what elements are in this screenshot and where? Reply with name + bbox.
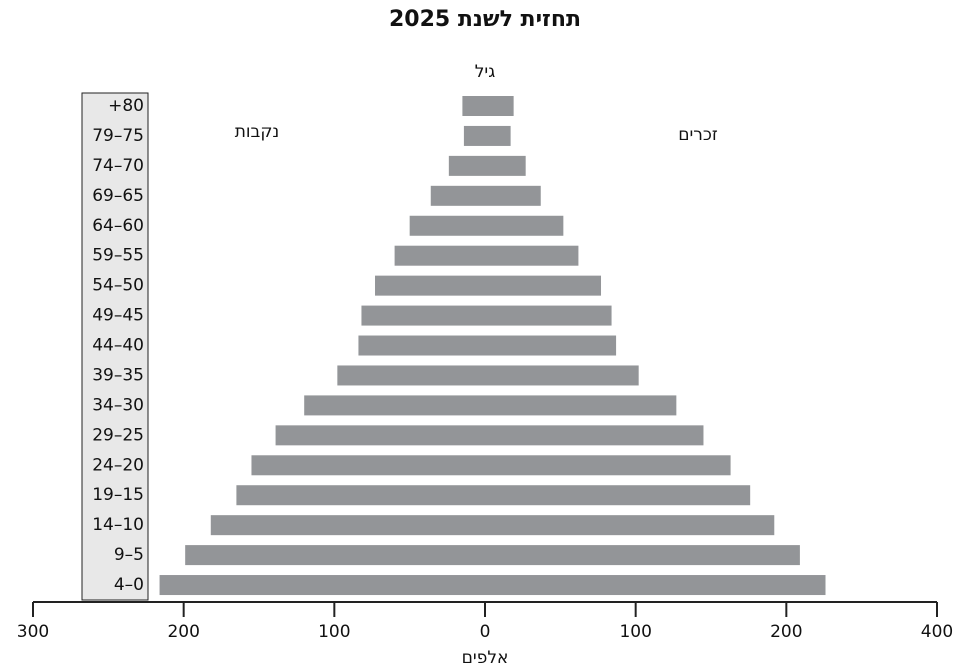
category-label: 44–40 <box>92 336 144 356</box>
category-box <box>81 92 149 601</box>
category-label: 9–5 <box>114 545 144 565</box>
bar <box>251 455 485 476</box>
bar <box>304 395 485 416</box>
bar <box>485 395 677 416</box>
bar <box>485 545 800 566</box>
category-label: 39–35 <box>92 365 144 385</box>
x-tick-label: 400 <box>921 622 953 642</box>
series-label: זכרים <box>678 125 718 145</box>
bar <box>462 96 485 116</box>
bar <box>485 575 826 596</box>
category-label: 4–0 <box>114 575 144 595</box>
bar <box>485 335 617 356</box>
bar <box>358 335 485 356</box>
bar <box>463 125 485 146</box>
x-tick-label: 100 <box>318 622 350 642</box>
bar <box>485 455 731 476</box>
bar <box>485 425 704 446</box>
bar <box>485 515 775 536</box>
category-label: 64–60 <box>92 216 144 236</box>
category-label: 49–45 <box>92 306 144 326</box>
bar <box>185 545 485 566</box>
bar <box>485 185 541 206</box>
bar <box>448 155 485 176</box>
x-tick-label: 0 <box>480 622 491 642</box>
bar <box>485 245 579 266</box>
category-label: 59–55 <box>92 246 144 266</box>
bar <box>485 305 612 326</box>
bar <box>485 215 564 236</box>
x-tick-label: 200 <box>167 622 199 642</box>
bar <box>394 245 485 266</box>
x-tick-label: 200 <box>770 622 802 642</box>
series-label: נקבות <box>235 122 280 142</box>
bar <box>485 275 602 296</box>
bar <box>210 515 485 536</box>
chart-title: תחזית לשנת 2025 <box>389 7 581 32</box>
category-label: 34–30 <box>92 395 144 415</box>
bar <box>485 155 526 176</box>
bar <box>337 365 485 386</box>
category-label: 19–15 <box>92 485 144 505</box>
x-tick-label: 100 <box>619 622 651 642</box>
bar <box>159 575 485 596</box>
bar <box>485 125 511 146</box>
bar <box>485 485 751 506</box>
bar <box>485 365 639 386</box>
category-label: 24–20 <box>92 455 144 475</box>
bar <box>409 215 485 236</box>
x-axis-title: אלפים <box>462 648 509 668</box>
bar <box>485 96 514 116</box>
category-label: 79–75 <box>92 126 144 146</box>
category-label: 14–10 <box>92 515 144 535</box>
category-label: 54–50 <box>92 276 144 296</box>
bar <box>430 185 485 206</box>
category-label: 29–25 <box>92 425 144 445</box>
x-tick-label: 300 <box>17 622 49 642</box>
bar <box>361 305 485 326</box>
bar <box>236 485 485 506</box>
category-label: 74–70 <box>92 156 144 176</box>
category-axis-title: גיל <box>475 62 495 82</box>
bar <box>275 425 485 446</box>
category-label: 69–65 <box>92 186 144 206</box>
bar <box>375 275 485 296</box>
category-label: +80 <box>108 96 144 116</box>
